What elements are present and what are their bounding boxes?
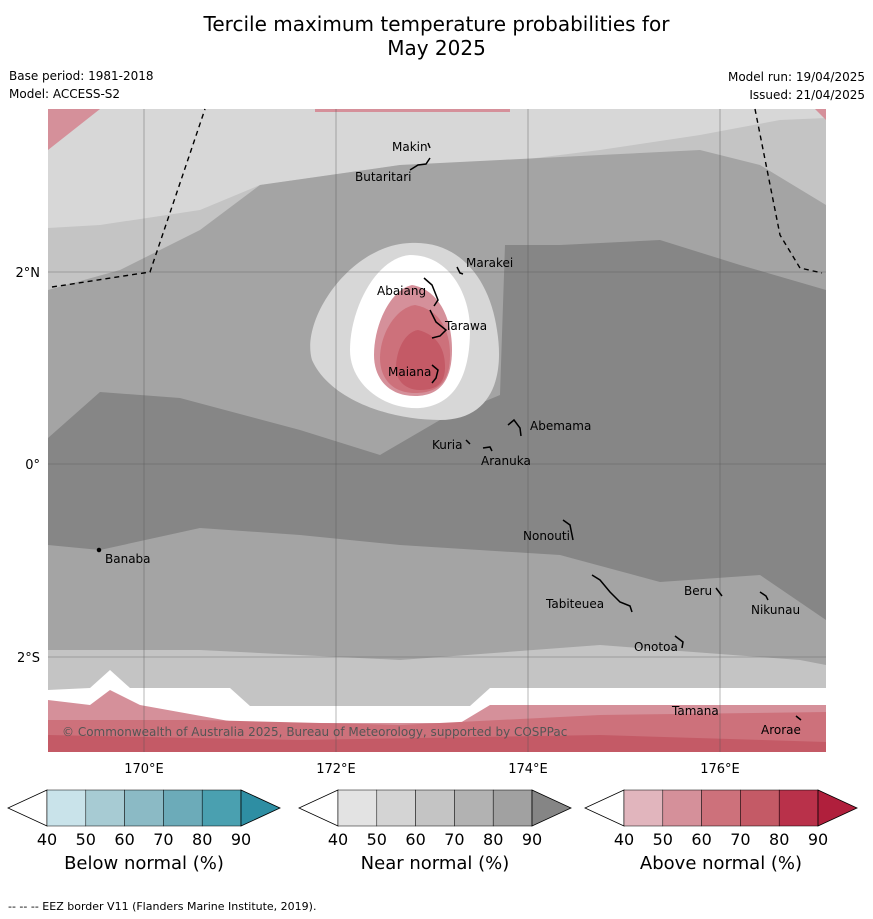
colorbar-segment [163, 789, 203, 827]
colorbar-tick-label: 50 [76, 830, 96, 849]
chart-title-line1: Tercile maximum temperature probabilitie… [203, 12, 670, 36]
above-normal-70-south [48, 735, 826, 752]
place-label: Aranuka [481, 454, 531, 468]
place-label: Tarawa [444, 319, 487, 333]
colorbar-low-extension [584, 789, 625, 827]
place-label: Banaba [105, 552, 151, 566]
colorbar-high-extension [531, 789, 572, 827]
graticule [48, 109, 826, 752]
model-name: Model: ACCESS-S2 [9, 87, 121, 101]
place-label: Onotoa [634, 640, 678, 654]
colorbar-tick-label: 60 [405, 830, 425, 849]
colorbar-segment [46, 789, 87, 827]
colorbar-segment [201, 789, 242, 827]
above-normal-label: Above normal (%) [639, 853, 803, 874]
place-label: Beru [684, 584, 712, 598]
island-outlines [96, 142, 802, 721]
place-label: Arorae [761, 723, 801, 737]
copyright-notice: © Commonwealth of Australia 2025, Bureau… [62, 725, 567, 739]
place-label: Nikunau [751, 603, 800, 617]
base-period: Base period: 1981-2018 [9, 69, 154, 83]
colorbar-tick-label: 90 [231, 830, 251, 849]
colorbar-segment [124, 789, 164, 827]
colorbar-segment [85, 789, 125, 827]
model-run: Model run: 19/04/2025 [727, 70, 865, 84]
place-label: Marakei [466, 256, 513, 270]
place-label: Abemama [530, 419, 591, 433]
place-label: Kuria [432, 438, 463, 452]
lat-tick-labels: 2°N 0° 2°S [16, 266, 41, 666]
colorbar-tick-label: 70 [153, 830, 173, 849]
colorbar-segment [778, 789, 819, 827]
above-normal-ne [815, 109, 826, 120]
place-label: Tabiteuea [545, 597, 604, 611]
colorbar-low-extension [298, 789, 339, 827]
colorbar-tick-label: 90 [808, 830, 828, 849]
colorbar-segment [415, 789, 455, 827]
colorbar-high-extension [817, 789, 858, 827]
colorbar-0: 40 50 60 70 80 90 [7, 789, 281, 849]
colorbar-segment [740, 789, 780, 827]
colorbar-tick-label: 70 [730, 830, 750, 849]
lon-tick: 176°E [700, 762, 740, 777]
colorbar-2: 40 50 60 70 80 90 [584, 789, 858, 849]
lat-tick: 2°S [17, 651, 40, 666]
colorbar-tick-label: 70 [444, 830, 464, 849]
colorbar-segment [376, 789, 416, 827]
place-labels: Makin Butaritari Marakei Abaiang Tarawa … [105, 140, 801, 737]
lon-tick-labels: 170°E 172°E 174°E 176°E [124, 762, 740, 777]
place-label: Nonouti [523, 529, 570, 543]
colorbar-tick-label: 60 [691, 830, 711, 849]
colorbar-segment [492, 789, 533, 827]
near-normal-label: Near normal (%) [360, 853, 510, 874]
colorbar-segment [454, 789, 494, 827]
colorbar-high-extension [240, 789, 281, 827]
colorbar-legends: 40 50 60 70 80 90 40 50 60 70 80 90 40 50 60 70 80 90 [7, 789, 858, 849]
colorbar-tick-label: 50 [653, 830, 673, 849]
lon-tick: 174°E [508, 762, 548, 777]
colorbar-tick-label: 80 [483, 830, 503, 849]
above-normal-n [315, 109, 510, 112]
above-normal-nw [48, 109, 100, 150]
colorbar-segment [623, 789, 664, 827]
colorbar-1: 40 50 60 70 80 90 [298, 789, 572, 849]
colorbar-tick-label: 90 [522, 830, 542, 849]
colorbar-tick-label: 40 [328, 830, 348, 849]
colorbar-segment [662, 789, 702, 827]
lon-tick: 170°E [124, 762, 164, 777]
lon-tick: 172°E [316, 762, 356, 777]
place-label: Maiana [388, 365, 431, 379]
colorbar-tick-label: 80 [769, 830, 789, 849]
below-normal-label: Below normal (%) [64, 853, 224, 874]
colorbar-tick-label: 80 [192, 830, 212, 849]
colorbar-low-extension [7, 789, 48, 827]
place-label: Butaritari [355, 170, 412, 184]
colorbar-tick-label: 40 [614, 830, 634, 849]
lat-tick: 0° [25, 458, 40, 473]
above-normal-70-center [396, 330, 445, 390]
colorbar-tick-label: 40 [37, 830, 57, 849]
eez-borders [51, 108, 823, 288]
eez-footnote: -- -- -- EEZ border V11 (Flanders Marine… [8, 900, 317, 913]
place-label: Abaiang [377, 284, 426, 298]
colorbar-tick-label: 60 [114, 830, 134, 849]
colorbar-segment [701, 789, 741, 827]
place-label: Tamana [671, 704, 719, 718]
place-label: Makin [392, 140, 428, 154]
chart-title-line2: May 2025 [387, 36, 486, 60]
colorbar-segment [337, 789, 378, 827]
lat-tick: 2°N [16, 266, 41, 281]
colorbar-tick-label: 50 [367, 830, 387, 849]
issued-date: Issued: 21/04/2025 [749, 88, 865, 102]
near-normal-80-zone [48, 240, 826, 620]
